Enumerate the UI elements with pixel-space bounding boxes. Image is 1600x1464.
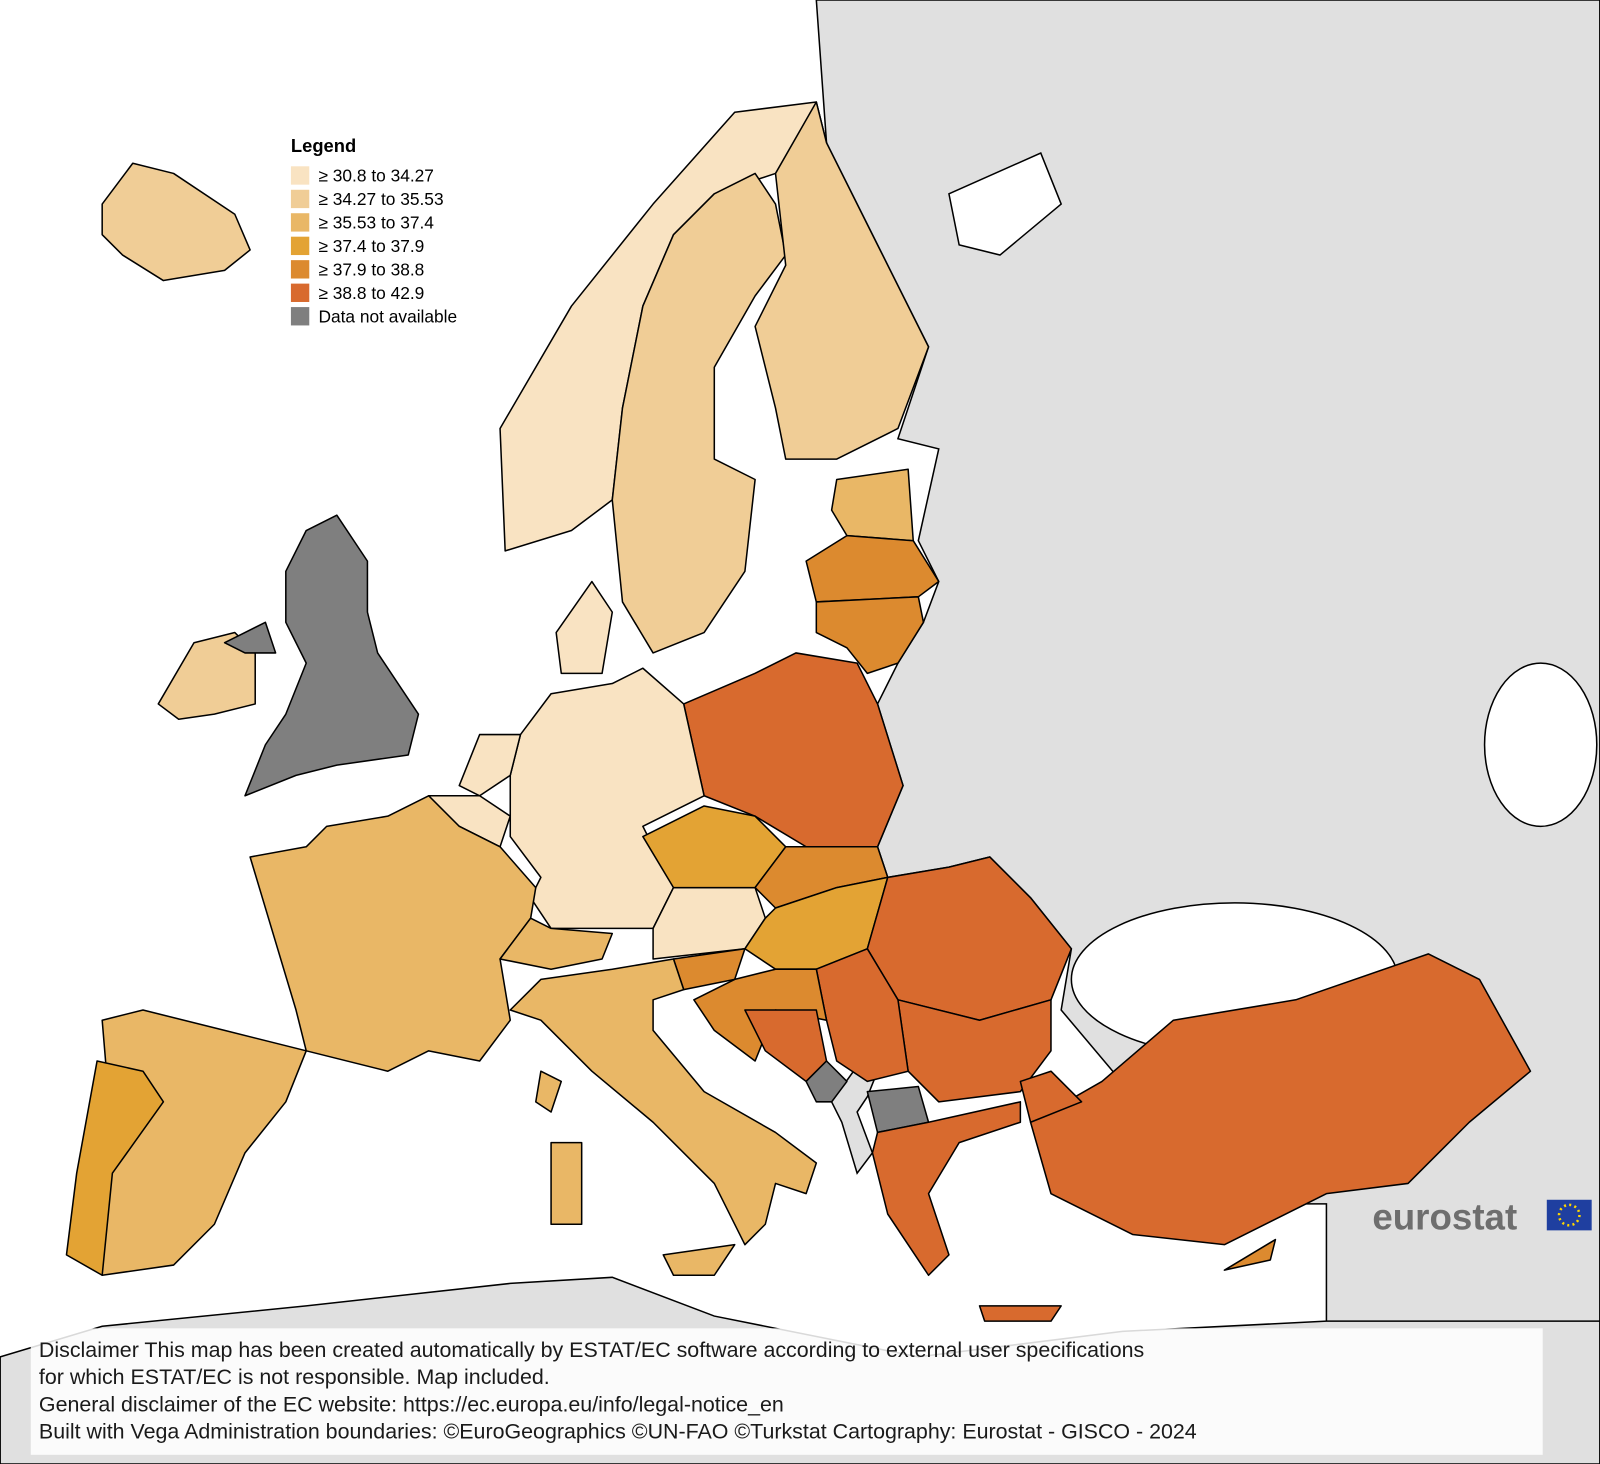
poland [682,652,904,848]
turkey-europe [1019,1070,1083,1123]
legend-label: Data not available [318,306,457,326]
legend-label: ≥ 35.53 to 37.4 [318,213,434,233]
italy [509,958,818,1246]
lithuania [815,596,925,675]
disclaimer-box [30,1328,1543,1455]
legend-label: ≥ 34.27 to 35.53 [318,189,443,209]
greece [871,1101,1022,1277]
eu-flag [1546,1199,1592,1231]
legend-swatch [290,307,310,326]
legend: Legend ≥ 30.8 to 34.27 ≥ 34.27 to 35.53 ≥ … [290,135,457,326]
legend-swatch [290,189,310,209]
legend-swatch [290,166,310,185]
legend-label: ≥ 38.8 to 42.9 [318,283,424,303]
united-kingdom [244,514,420,797]
legend-swatch [290,260,310,279]
denmark [555,580,614,675]
legend-label: ≥ 37.9 to 38.8 [318,259,424,279]
caspian-sea [1483,662,1598,828]
serbia [815,948,909,1083]
northern-ireland [223,621,277,654]
legend-swatch [290,213,310,232]
disclaimer-line: General disclaimer of the EC website: ht… [39,1392,784,1416]
switzerland [499,917,614,970]
legend-swatch [290,283,310,302]
sicily [662,1243,736,1277]
legend-title: Legend [291,135,356,156]
legend-swatch [290,236,310,256]
montenegro [805,1060,848,1103]
logo-text: eurostat [1372,1196,1517,1237]
legend-label: ≥ 30.8 to 34.27 [318,166,434,186]
white-sea [948,152,1063,256]
sweden [611,172,787,654]
netherlands [458,733,522,797]
crete [978,1305,1062,1322]
turkey [1029,953,1532,1246]
iceland [101,162,251,282]
portugal [65,1060,165,1277]
corsica [535,1070,563,1113]
disclaimer-line: Disclaimer This map has been created aut… [39,1338,1144,1362]
ireland [157,631,256,721]
disclaimer-line: Built with Vega Administration boundarie… [39,1420,1197,1444]
estonia [830,468,915,542]
disclaimer-line: for which ESTAT/EC is not responsible. M… [39,1365,550,1389]
cyprus [1223,1238,1277,1271]
legend-label: ≥ 37.4 to 37.9 [318,236,424,256]
bulgaria [897,999,1052,1103]
disclaimer: Disclaimer This map has been created aut… [39,1338,1197,1444]
sardinia [550,1141,583,1226]
finland [754,101,930,460]
